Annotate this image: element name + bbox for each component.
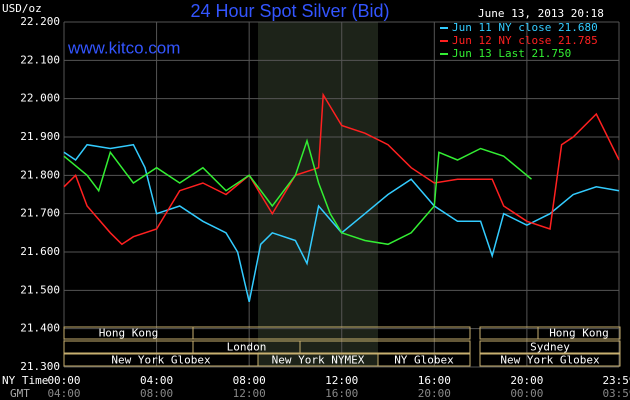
x-tick-label: 23:59 [602, 374, 630, 387]
x-label: NY Time [2, 374, 48, 387]
session-box [63, 326, 194, 340]
timestamp: June 13, 2013 20:18 [478, 7, 604, 20]
chart-title: 24 Hour Spot Silver (Bid) [190, 1, 389, 21]
x-tick-label: 00:00 [47, 374, 80, 387]
session-label: New York Globex [500, 354, 600, 367]
legend-label: Jun 11 NY close 21.680 [452, 21, 598, 34]
x2-tick-label: 03:59 [602, 387, 630, 400]
y-tick-label: 22.200 [20, 15, 60, 28]
x-tick-label: 12:00 [325, 374, 358, 387]
session-label: New York Globex [111, 354, 211, 367]
nymex-shade [258, 22, 378, 367]
y-tick-label: 22.100 [20, 53, 60, 66]
watermark: www.kitco.com [67, 38, 180, 57]
y-tick-label: 21.700 [20, 207, 60, 220]
y-tick-label: 21.300 [20, 360, 60, 373]
x2-tick-label: 04:00 [47, 387, 80, 400]
session-label: NY Globex [394, 354, 454, 367]
session-box [479, 340, 621, 354]
session-label: Hong Kong [549, 327, 609, 340]
legend-label: Jun 12 NY close 21.785 [452, 34, 598, 47]
x-tick-label: 16:00 [418, 374, 451, 387]
legend-label: Jun 13 Last 21.750 [452, 47, 571, 60]
x2-tick-label: 08:00 [140, 387, 173, 400]
x2-tick-label: 12:00 [233, 387, 266, 400]
session-label: Sydney [530, 341, 570, 354]
session-box [377, 353, 471, 367]
series-line [63, 143, 620, 302]
session-box [192, 340, 301, 354]
x2-tick-label: 00:00 [510, 387, 543, 400]
session-box [537, 326, 621, 340]
x2-tick-label: 16:00 [325, 387, 358, 400]
y-tick-label: 21.800 [20, 168, 60, 181]
session-label: London [227, 341, 267, 354]
y-tick-label: 21.600 [20, 245, 60, 258]
x2-label: GMT [10, 387, 30, 400]
x-tick-label: 04:00 [140, 374, 173, 387]
session-label: New York NYMEX [272, 354, 365, 367]
series-line [63, 92, 620, 246]
session-label: Hong Kong [99, 327, 159, 340]
x-tick-label: 20:00 [510, 374, 543, 387]
y-tick-label: 22.000 [20, 92, 60, 105]
y-label: USD/oz [2, 2, 42, 15]
x2-tick-label: 20:00 [418, 387, 451, 400]
series-line [63, 138, 532, 246]
y-tick-label: 21.900 [20, 130, 60, 143]
session-box [479, 353, 621, 367]
y-tick-label: 21.500 [20, 283, 60, 296]
x-tick-label: 08:00 [233, 374, 266, 387]
y-tick-label: 21.400 [20, 322, 60, 335]
